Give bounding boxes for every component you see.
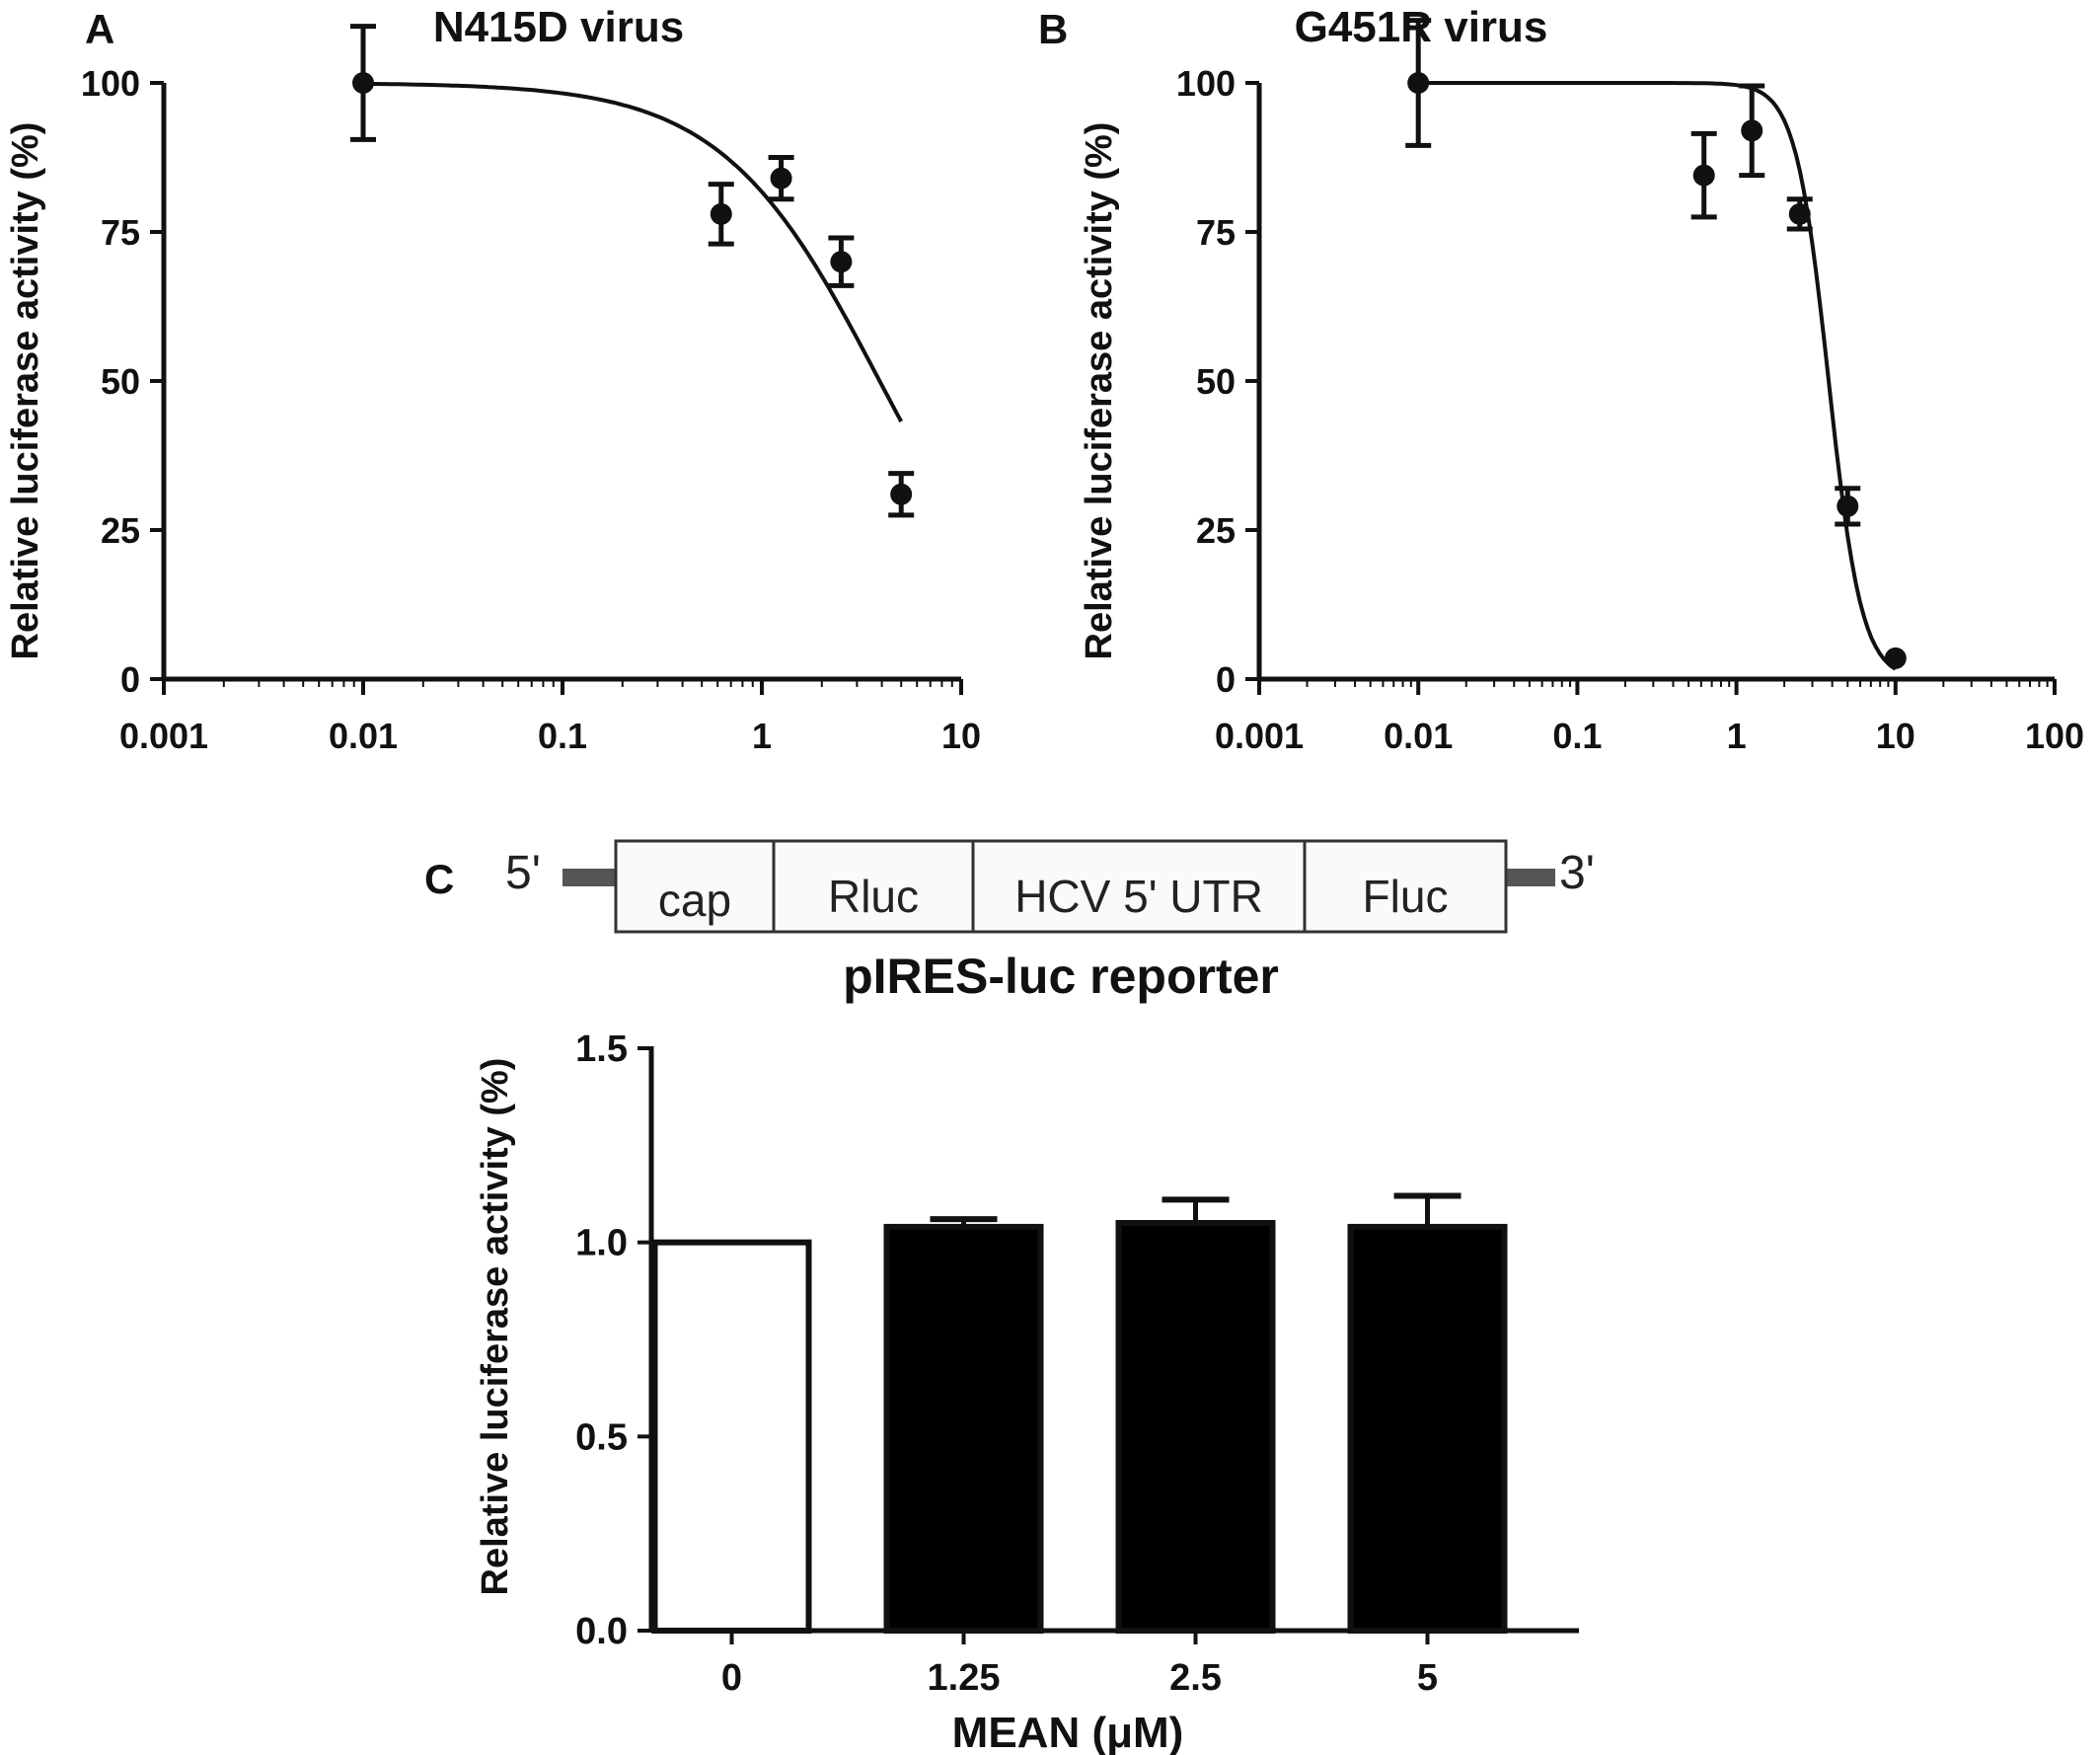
- data-point: [1741, 119, 1763, 142]
- y-tick-label: 75: [101, 212, 140, 253]
- panel-label-a: A: [85, 6, 114, 52]
- panel-c-y-axis-label: Relative luciferase activity (%): [475, 1058, 516, 1596]
- panel-b-y-axis-label: Relative luciferase activity (%): [1079, 122, 1120, 660]
- panel-a-title: N415D virus: [433, 3, 684, 51]
- panel-b-fit-curve: [1418, 81, 1897, 671]
- panel-label-b: B: [1038, 6, 1068, 52]
- x-tick-label: 100: [2025, 716, 2084, 756]
- construct-diagram: C 5' 3' cap Rluc HCV 5' UTR Fluc pIRES-l…: [424, 839, 1595, 1004]
- five-prime-linker: [562, 869, 616, 886]
- panel-c: Relative luciferase activity (%) 0.0 0.5 1…: [475, 1029, 1579, 1755]
- panel-c-x-axis-label: MEAN (μM): [952, 1709, 1184, 1755]
- segment-cap: cap: [658, 875, 731, 926]
- x-tick-label: 10: [941, 716, 981, 756]
- y-tick-label: 0: [120, 659, 140, 700]
- data-point: [352, 72, 374, 94]
- panel-c-title: pIRES-luc reporter: [843, 949, 1279, 1004]
- y-tick-label: 0.0: [575, 1611, 628, 1652]
- bar: [651, 1239, 812, 1634]
- y-tick-label: 100: [81, 63, 140, 104]
- data-point: [1884, 647, 1907, 669]
- five-prime-label: 5': [505, 847, 541, 899]
- y-tick-label: 75: [1196, 212, 1236, 253]
- bar: [883, 1223, 1044, 1635]
- x-tick-label: 0.001: [119, 716, 208, 756]
- y-tick-label: 50: [1196, 361, 1236, 402]
- x-tick-label: 5: [1417, 1657, 1438, 1699]
- x-tick-label: 0.01: [1384, 716, 1453, 756]
- panel-b-data-points: [1405, 18, 1907, 669]
- y-tick-label: 0: [1216, 659, 1236, 700]
- panel-a-y-ticks: 0 25 50 75 100: [81, 63, 164, 700]
- panel-label-c: C: [424, 856, 454, 902]
- panel-a-fit-curve: [363, 81, 903, 422]
- panel-b-x-ticks: 0.001 0.01 0.1 1 10 100: [1215, 679, 2084, 756]
- y-tick-label: 1.0: [575, 1223, 628, 1264]
- panel-b-y-ticks: 0 25 50 75 100: [1176, 63, 1259, 700]
- panel-c-x-ticks: 0 1.25 2.5 5: [721, 1631, 1438, 1699]
- y-tick-label: 0.5: [575, 1416, 628, 1458]
- data-point: [890, 483, 913, 505]
- bar: [1115, 1220, 1276, 1634]
- data-point: [1788, 202, 1811, 225]
- panel-c-y-ticks: 0.0 0.5 1.0 1.5: [575, 1029, 651, 1652]
- x-tick-label: 10: [1876, 716, 1915, 756]
- x-tick-label: 0.1: [1552, 716, 1602, 756]
- x-tick-label: 0.001: [1215, 716, 1304, 756]
- data-point: [1692, 164, 1715, 187]
- panel-b-title: G451R virus: [1295, 3, 1548, 51]
- y-tick-label: 25: [101, 510, 140, 551]
- x-tick-label: 2.5: [1169, 1657, 1222, 1699]
- panel-a-x-ticks: 0.001 0.01 0.1 1 10: [119, 679, 981, 756]
- y-tick-label: 25: [1196, 510, 1236, 551]
- x-tick-label: 1.25: [928, 1657, 1001, 1699]
- panel-b: B G451R virus Relative luciferase activi…: [1038, 3, 2084, 756]
- x-tick-label: 0: [721, 1657, 742, 1699]
- data-point: [830, 251, 853, 273]
- x-tick-label: 1: [752, 716, 772, 756]
- three-prime-label: 3': [1559, 847, 1595, 899]
- panel-a: A N415D virus Relative luciferase activi…: [5, 3, 981, 756]
- segment-hcv-5-utr: HCV 5' UTR: [1014, 871, 1263, 922]
- y-tick-label: 1.5: [575, 1029, 628, 1070]
- x-tick-label: 0.1: [538, 716, 587, 756]
- segment-fluc: Fluc: [1363, 871, 1449, 922]
- bar: [1347, 1223, 1508, 1635]
- x-tick-label: 1: [1727, 716, 1747, 756]
- data-point: [770, 167, 792, 190]
- y-tick-label: 50: [101, 361, 140, 402]
- y-tick-label: 100: [1176, 63, 1236, 104]
- data-point: [1407, 72, 1430, 94]
- segment-rluc: Rluc: [828, 871, 919, 922]
- data-point: [1837, 495, 1859, 517]
- panel-a-y-axis-label: Relative luciferase activity (%): [5, 122, 46, 660]
- construct-box: [614, 839, 1508, 934]
- three-prime-linker: [1506, 869, 1555, 886]
- x-tick-label: 0.01: [329, 716, 398, 756]
- panel-c-bars: [651, 1192, 1508, 1635]
- data-point: [710, 202, 732, 225]
- panel-a-data-points: [350, 24, 915, 518]
